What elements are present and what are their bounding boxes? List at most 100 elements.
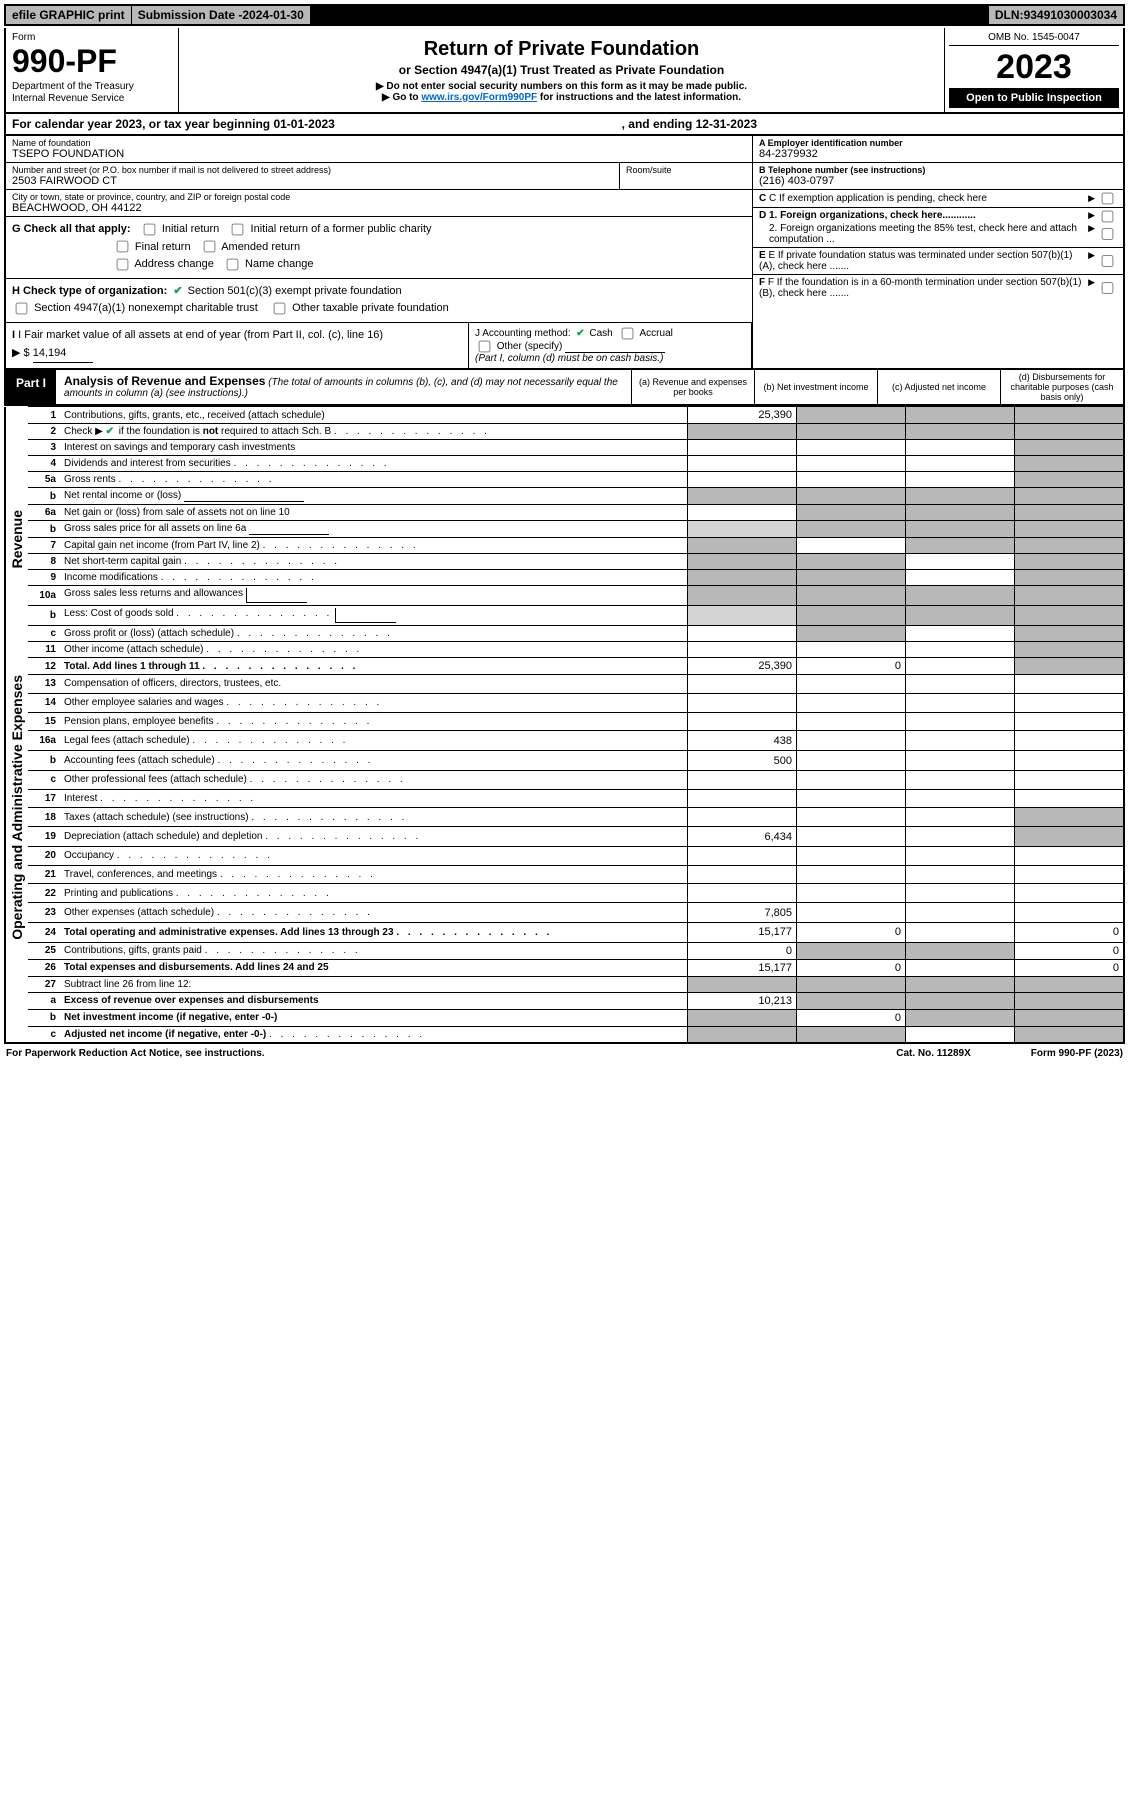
tax-year: 2023 — [949, 50, 1119, 84]
treasury-dept: Department of the TreasuryInternal Reven… — [12, 81, 172, 105]
form-number: 990-PF — [12, 45, 172, 77]
page-footer: For Paperwork Reduction Act Notice, see … — [4, 1044, 1125, 1059]
row-9: 9Income modifications — [5, 570, 1124, 586]
row-3: 3Interest on savings and temporary cash … — [5, 440, 1124, 456]
instr-ssn: ▶ Do not enter social security numbers o… — [187, 81, 936, 92]
omb-number: OMB No. 1545-0047 — [949, 32, 1119, 46]
revenue-side: Revenue — [9, 510, 25, 568]
e-checkbox[interactable] — [1102, 251, 1114, 271]
ein-label: A Employer identification number — [759, 138, 1117, 148]
d1-checkbox[interactable] — [1102, 211, 1114, 223]
form-ref: Form 990-PF (2023) — [1031, 1048, 1123, 1059]
row-24: 24Total operating and administrative exp… — [5, 922, 1124, 942]
address-label: Number and street (or P.O. box number if… — [12, 165, 613, 175]
row-26: 26Total expenses and disbursements. Add … — [5, 959, 1124, 976]
row-7: 7Capital gain net income (from Part IV, … — [5, 538, 1124, 554]
row-8: 8Net short-term capital gain — [5, 554, 1124, 570]
row-5a: 5aGross rents — [5, 472, 1124, 488]
row-17: 17Interest — [5, 789, 1124, 808]
row-27: 27Subtract line 26 from line 12: — [5, 976, 1124, 992]
amended-return-checkbox[interactable] — [203, 241, 215, 253]
j-accounting: J Accounting method: Cash Accrual Other … — [469, 323, 752, 368]
initial-former-checkbox[interactable] — [232, 223, 244, 235]
row-16b: bAccounting fees (attach schedule) 500 — [5, 751, 1124, 771]
f-label: F F If the foundation is in a 60-month t… — [759, 277, 1088, 299]
4947-checkbox[interactable] — [16, 303, 28, 315]
row-14: 14Other employee salaries and wages — [5, 693, 1124, 712]
calendar-year-line: For calendar year 2023, or tax year begi… — [4, 114, 1125, 136]
f-checkbox[interactable] — [1102, 278, 1114, 298]
foundation-name: TSEPO FOUNDATION — [12, 148, 124, 160]
submission-date: Submission Date - 2024-01-30 — [132, 6, 311, 24]
room-label: Room/suite — [626, 165, 746, 175]
row-15: 15Pension plans, employee benefits — [5, 712, 1124, 731]
efile-button[interactable]: efile GRAPHIC print — [6, 6, 132, 24]
c-label: C C If exemption application is pending,… — [759, 193, 1088, 204]
c-checkbox[interactable] — [1102, 193, 1114, 205]
row-21: 21Travel, conferences, and meetings — [5, 865, 1124, 884]
501c3-checkbox[interactable] — [173, 285, 184, 297]
col-d-head: (d) Disbursements for charitable purpose… — [1000, 370, 1123, 404]
fmv-amount: 14,194 — [33, 345, 93, 364]
public-inspection: Open to Public Inspection — [949, 88, 1119, 108]
other-method-checkbox[interactable] — [479, 341, 491, 353]
address-change-checkbox[interactable] — [117, 258, 129, 270]
row-2: 2 Check ▶ if the foundation is not requi… — [5, 424, 1124, 440]
part1-desc: Analysis of Revenue and Expenses (The to… — [56, 370, 631, 404]
name-change-checkbox[interactable] — [227, 258, 239, 270]
row-25: 25Contributions, gifts, grants paid 00 — [5, 942, 1124, 959]
row-10c: cGross profit or (loss) (attach schedule… — [5, 626, 1124, 642]
row-27b: bNet investment income (if negative, ent… — [5, 1009, 1124, 1026]
col-a-head: (a) Revenue and expenses per books — [631, 370, 754, 404]
row-18: 18Taxes (attach schedule) (see instructi… — [5, 808, 1124, 827]
row-10b: bLess: Cost of goods sold — [5, 606, 1124, 626]
part1-table: Revenue 1Contributions, gifts, grants, e… — [4, 406, 1125, 1044]
cash-checkbox[interactable] — [576, 328, 586, 339]
row-19: 19Depreciation (attach schedule) and dep… — [5, 827, 1124, 847]
row-27c: cAdjusted net income (if negative, enter… — [5, 1026, 1124, 1043]
e-label: E E If private foundation status was ter… — [759, 250, 1088, 272]
h-check-row: H Check type of organization: Section 50… — [6, 279, 752, 323]
top-bar: efile GRAPHIC print Submission Date - 20… — [4, 4, 1125, 26]
accrual-checkbox[interactable] — [622, 328, 634, 340]
row-22: 22Printing and publications — [5, 884, 1124, 903]
g-check-row: G Check all that apply: Initial return I… — [6, 217, 752, 279]
col-c-head: (c) Adjusted net income — [877, 370, 1000, 404]
city-state-zip: BEACHWOOD, OH 44122 — [12, 202, 142, 214]
row-6b: bGross sales price for all assets on lin… — [5, 521, 1124, 538]
row-16c: cOther professional fees (attach schedul… — [5, 770, 1124, 789]
irs-link[interactable]: www.irs.gov/Form990PF — [421, 92, 537, 103]
ein: 84-2379932 — [759, 148, 818, 160]
cat-no: Cat. No. 11289X — [896, 1048, 970, 1059]
i-fmv: I I Fair market value of all assets at e… — [6, 323, 469, 368]
final-return-checkbox[interactable] — [117, 241, 129, 253]
phone-label: B Telephone number (see instructions) — [759, 165, 1117, 175]
row-13: Operating and Administrative Expenses 13… — [5, 675, 1124, 694]
paperwork-notice: For Paperwork Reduction Act Notice, see … — [6, 1048, 265, 1059]
initial-return-checkbox[interactable] — [143, 223, 155, 235]
d1-label: D 1. Foreign organizations, check here..… — [759, 210, 1088, 223]
spacer — [311, 6, 989, 24]
other-taxable-checkbox[interactable] — [274, 303, 286, 315]
dln: DLN: 93491030003034 — [989, 6, 1123, 24]
col-b-head: (b) Net investment income — [754, 370, 877, 404]
row-5b: bNet rental income or (loss) — [5, 488, 1124, 505]
row-27a: aExcess of revenue over expenses and dis… — [5, 992, 1124, 1009]
phone: (216) 403-0797 — [759, 175, 834, 187]
city-label: City or town, state or province, country… — [12, 192, 746, 202]
form-subtitle: or Section 4947(a)(1) Trust Treated as P… — [187, 63, 936, 77]
row-6a: 6aNet gain or (loss) from sale of assets… — [5, 505, 1124, 521]
row-12: 12Total. Add lines 1 through 11 25,3900 — [5, 658, 1124, 675]
form-title: Return of Private Foundation — [187, 38, 936, 61]
schb-checkbox[interactable] — [106, 426, 116, 437]
row-23: 23Other expenses (attach schedule) 7,805 — [5, 903, 1124, 923]
entity-info: Name of foundation TSEPO FOUNDATION Numb… — [4, 136, 1125, 370]
row-10a: 10aGross sales less returns and allowanc… — [5, 586, 1124, 606]
row-11: 11Other income (attach schedule) — [5, 642, 1124, 658]
expenses-side: Operating and Administrative Expenses — [9, 675, 25, 940]
d2-checkbox[interactable] — [1102, 224, 1114, 244]
form-label: Form — [12, 32, 172, 43]
row-4: 4Dividends and interest from securities — [5, 456, 1124, 472]
row-1: Revenue 1Contributions, gifts, grants, e… — [5, 407, 1124, 424]
form-header: Form 990-PF Department of the TreasuryIn… — [4, 28, 1125, 114]
